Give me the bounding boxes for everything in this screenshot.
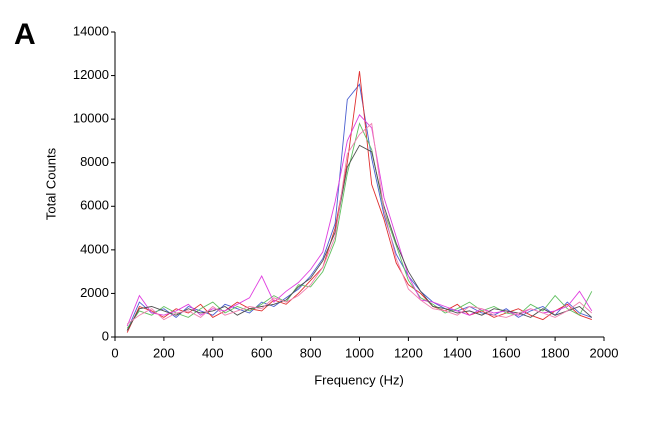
y-tick-label: 12000 xyxy=(73,67,109,82)
x-tick-label: 1000 xyxy=(345,345,374,360)
data-line xyxy=(126,71,592,333)
y-tick-label: 6000 xyxy=(80,198,109,213)
x-tick-label: 1400 xyxy=(443,345,472,360)
y-tick-label: 4000 xyxy=(80,241,109,256)
x-tick-label: 400 xyxy=(202,345,224,360)
data-line xyxy=(126,114,593,327)
x-axis-label: Frequency (Hz) xyxy=(314,372,404,387)
x-tick-label: 0 xyxy=(111,345,118,360)
data-line xyxy=(126,83,592,331)
data-line xyxy=(126,144,593,331)
y-tick-label: 10000 xyxy=(73,111,109,126)
x-tick-label: 2000 xyxy=(590,345,619,360)
y-tick-label: 2000 xyxy=(80,285,109,300)
x-tick-label: 1200 xyxy=(394,345,423,360)
y-tick-label: 14000 xyxy=(73,23,109,38)
y-axis-label: Total Counts xyxy=(43,147,58,220)
y-tick-label: 0 xyxy=(102,328,109,343)
x-tick-label: 200 xyxy=(153,345,175,360)
x-tick-label: 800 xyxy=(300,345,322,360)
x-tick-label: 600 xyxy=(251,345,273,360)
panel-label: A xyxy=(14,18,36,51)
y-tick-label: 8000 xyxy=(80,154,109,169)
x-tick-label: 1800 xyxy=(541,345,570,360)
data-line xyxy=(126,122,593,325)
data-line xyxy=(126,122,593,329)
x-tick-label: 1600 xyxy=(492,345,521,360)
